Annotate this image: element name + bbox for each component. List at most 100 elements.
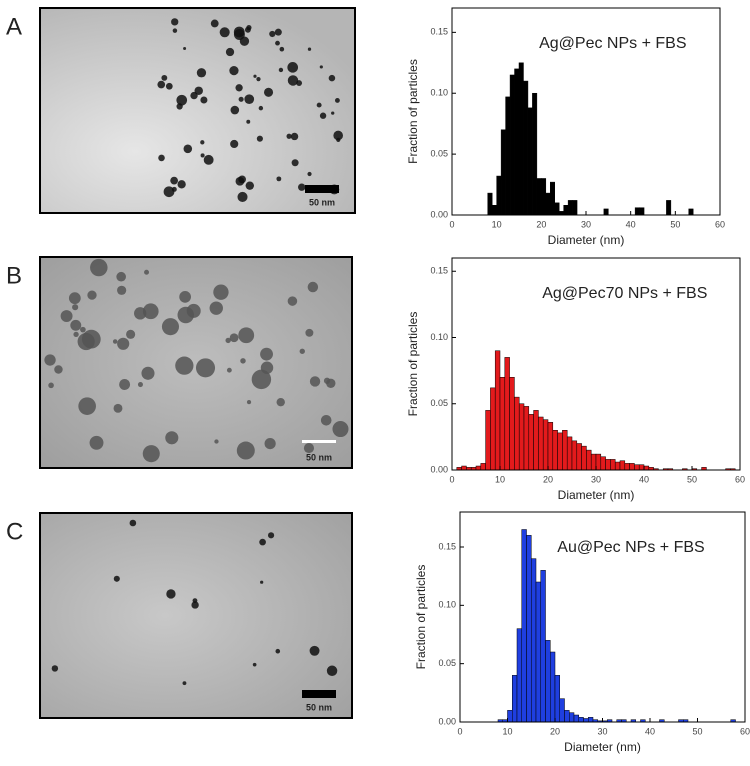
- bar: [564, 710, 570, 723]
- bar: [491, 205, 497, 216]
- bar: [526, 535, 532, 723]
- tem-image: [39, 256, 353, 469]
- particle: [200, 153, 205, 158]
- particle: [307, 47, 312, 51]
- y-tick-label: 0.15: [430, 27, 448, 37]
- bar: [487, 192, 493, 216]
- particle: [245, 181, 255, 190]
- particle: [275, 40, 280, 46]
- bar: [509, 74, 515, 216]
- bar: [566, 436, 573, 471]
- x-tick-label: 60: [715, 219, 725, 229]
- particle: [290, 132, 299, 141]
- bar: [504, 357, 510, 471]
- particle: [194, 86, 203, 96]
- y-tick-label: 0.00: [430, 464, 448, 474]
- bar: [562, 430, 568, 471]
- bar: [523, 406, 530, 471]
- particle: [238, 327, 255, 344]
- particle: [70, 319, 82, 331]
- particle: [158, 154, 165, 162]
- bar: [538, 416, 544, 471]
- bar: [638, 464, 645, 471]
- particle: [134, 307, 147, 320]
- bar: [490, 387, 496, 471]
- panel-label: A: [6, 13, 22, 40]
- particle: [253, 74, 257, 78]
- bar: [550, 181, 555, 216]
- particle: [170, 176, 178, 185]
- bar: [643, 465, 650, 471]
- particle: [87, 290, 97, 300]
- particle: [119, 379, 131, 390]
- particle: [287, 296, 298, 306]
- x-tick-label: 30: [597, 726, 607, 736]
- particle: [260, 580, 264, 584]
- x-tick-label: 60: [735, 474, 745, 484]
- particle: [219, 27, 230, 38]
- particle: [129, 519, 137, 527]
- bar: [610, 459, 616, 471]
- bar: [475, 465, 482, 471]
- bar: [527, 107, 533, 216]
- particle: [276, 176, 282, 182]
- particle: [326, 665, 338, 676]
- x-tick-label: 20: [543, 474, 553, 484]
- bar: [532, 92, 538, 216]
- particle: [126, 329, 136, 339]
- bar: [461, 465, 467, 471]
- particle: [80, 326, 86, 333]
- bar: [505, 96, 511, 216]
- bar: [518, 62, 524, 216]
- particle: [309, 376, 321, 387]
- particle: [237, 191, 248, 202]
- particle: [73, 331, 79, 338]
- particle: [323, 377, 331, 384]
- scale-bar: [302, 440, 336, 443]
- y-axis-label: Fraction of particles: [406, 59, 420, 164]
- particle: [225, 47, 235, 57]
- particle: [233, 26, 245, 38]
- bar: [496, 175, 502, 216]
- particle: [298, 183, 306, 191]
- bar: [590, 453, 597, 471]
- particle: [144, 269, 150, 275]
- bar: [666, 200, 672, 216]
- bar: [509, 377, 515, 471]
- y-axis-label: Fraction of particles: [414, 565, 428, 670]
- particle: [54, 365, 63, 374]
- particle: [275, 648, 281, 654]
- particle: [117, 285, 127, 295]
- bar: [521, 529, 527, 723]
- particle: [235, 84, 243, 92]
- bar: [605, 459, 611, 471]
- particle: [175, 356, 194, 375]
- scale-label: 50 nm: [306, 452, 332, 462]
- bar: [540, 570, 546, 723]
- particle: [176, 103, 183, 110]
- particle: [165, 82, 173, 90]
- particle: [309, 645, 320, 656]
- bar: [600, 456, 606, 471]
- bar: [523, 80, 529, 216]
- x-axis-label: Diameter (nm): [558, 488, 635, 502]
- particle: [214, 439, 219, 444]
- particle: [256, 77, 261, 82]
- particle: [246, 399, 252, 405]
- bar: [572, 200, 578, 216]
- particle: [252, 662, 257, 667]
- bar: [559, 698, 565, 723]
- particle: [259, 538, 266, 546]
- particle: [161, 74, 168, 81]
- y-tick-label: 0.15: [438, 541, 456, 551]
- bar: [547, 422, 554, 471]
- x-tick-label: 10: [492, 219, 502, 229]
- bar: [507, 710, 513, 723]
- particle: [256, 135, 263, 142]
- bar: [688, 208, 694, 216]
- particle: [195, 358, 216, 378]
- particle: [246, 119, 251, 124]
- particle: [141, 366, 155, 380]
- bar: [586, 449, 592, 471]
